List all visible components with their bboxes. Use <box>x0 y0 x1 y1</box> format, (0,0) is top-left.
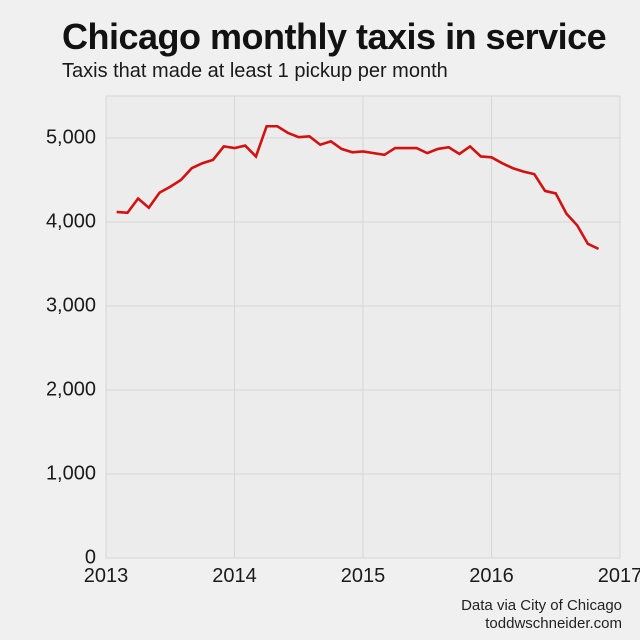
caption-line-2: toddwschneider.com <box>461 615 622 634</box>
y-tick-label: 1,000 <box>46 462 96 484</box>
x-tick-label: 2016 <box>469 565 514 587</box>
y-tick-label: 3,000 <box>46 294 96 316</box>
x-tick-label: 2017 <box>598 565 640 587</box>
x-tick-label: 2015 <box>341 565 386 587</box>
x-tick-label: 2014 <box>212 565 257 587</box>
y-tick-label: 2,000 <box>46 378 96 400</box>
y-tick-label: 4,000 <box>46 210 96 232</box>
chart-svg: 01,0002,0003,0004,0005,00020132014201520… <box>0 0 640 640</box>
y-tick-label: 5,000 <box>46 126 96 148</box>
chart-container: Chicago monthly taxis in service Taxis t… <box>0 0 640 640</box>
caption-line-1: Data via City of Chicago <box>461 597 622 616</box>
chart-caption: Data via City of Chicago toddwschneider.… <box>461 597 622 635</box>
x-tick-label: 2013 <box>84 565 129 587</box>
